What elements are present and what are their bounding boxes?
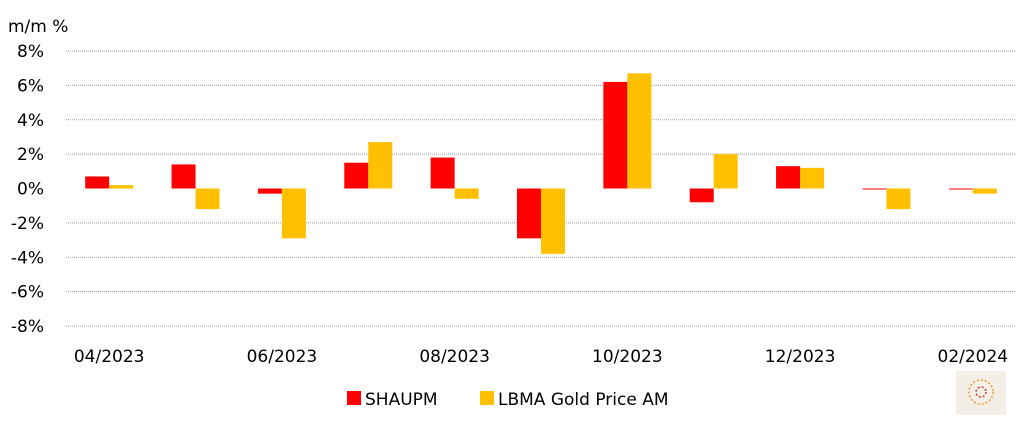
bar-lbma-gold-price-am [800, 167, 825, 189]
bar-shaupm [257, 188, 282, 194]
y-tick-label: 2% [17, 145, 44, 165]
x-tick-label: 08/2023 [419, 347, 490, 367]
x-axis: 04/2023 06/2023 08/2023 10/2023 12/2023 02/20… [74, 347, 1008, 367]
legend-swatch [347, 391, 361, 405]
y-tick-label: -6% [11, 283, 44, 303]
x-tick-label: 04/2023 [74, 347, 145, 367]
legend-label: LBMA Gold Price AM [498, 390, 669, 410]
y-tick-label: -2% [11, 214, 44, 234]
bar-lbma-gold-price-am [713, 154, 738, 189]
x-tick-label: 02/2024 [938, 347, 1009, 367]
y-unit-label: m/m % [8, 17, 68, 37]
bar-shaupm [776, 166, 801, 189]
legend: SHAUPM LBMA Gold Price AM [347, 390, 669, 410]
bar-lbma-gold-price-am [368, 142, 393, 189]
bar-shaupm [948, 188, 973, 190]
bar-shaupm [517, 188, 541, 239]
y-tick-label: 4% [17, 111, 44, 131]
bar-lbma-gold-price-am [195, 188, 220, 210]
bar-lbma-gold-price-am [454, 188, 479, 199]
legend-label: SHAUPM [365, 390, 438, 410]
bar-shaupm [862, 188, 887, 190]
y-tick-label: -4% [11, 248, 44, 268]
x-tick-label: 12/2023 [765, 347, 836, 367]
bar-shaupm [603, 81, 628, 189]
x-tick-label: 06/2023 [247, 347, 318, 367]
bar-lbma-gold-price-am [541, 188, 565, 254]
plot-area [85, 73, 997, 254]
logo-icon [956, 371, 1006, 415]
bar-shaupm [171, 164, 196, 189]
bar-lbma-gold-price-am [886, 188, 911, 210]
bar-lbma-gold-price-am [627, 73, 652, 189]
bar-lbma-gold-price-am [972, 188, 997, 194]
bar-shaupm [85, 176, 110, 189]
legend-swatch [480, 391, 494, 405]
y-tick-label: 6% [17, 76, 44, 96]
y-axis: 8% 6% 4% 2% 0% -2% -4% -6% -8% [11, 42, 44, 337]
x-tick-label: 10/2023 [592, 347, 663, 367]
y-tick-label: -8% [11, 317, 44, 337]
bar-lbma-gold-price-am [281, 188, 306, 239]
bar-shaupm [689, 188, 714, 203]
bar-shaupm [430, 157, 455, 189]
y-tick-label: 8% [17, 42, 44, 62]
bar-lbma-gold-price-am [109, 185, 134, 189]
y-tick-label: 0% [17, 180, 44, 200]
bar-shaupm [344, 162, 369, 189]
